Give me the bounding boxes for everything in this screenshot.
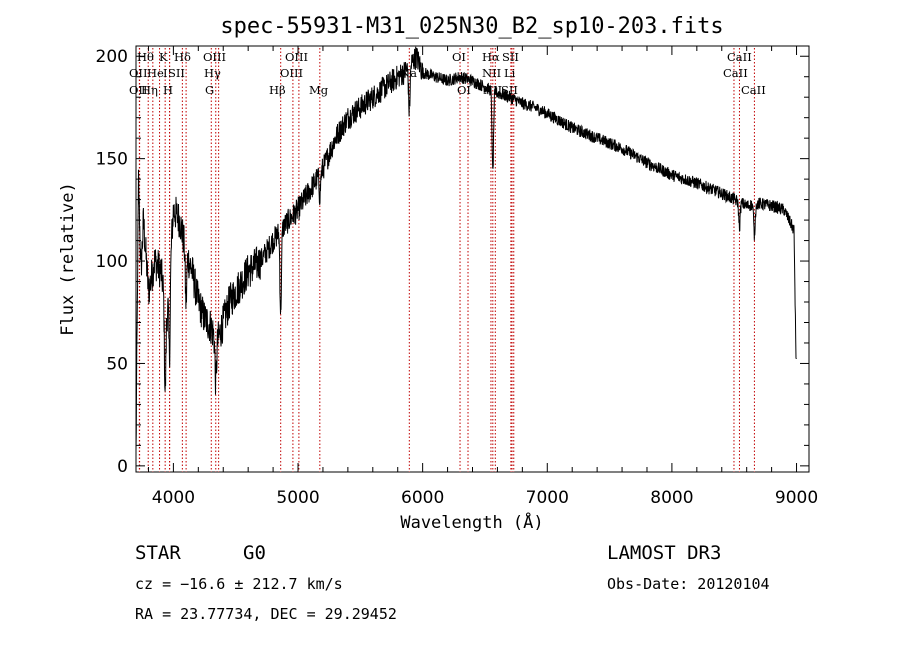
- y-tick-label: 0: [117, 457, 128, 477]
- x-tick-label: 7000: [526, 488, 569, 508]
- y-tick-label: 200: [96, 47, 128, 67]
- label-hgamma: Hγ: [204, 66, 221, 80]
- y-tick-label: 100: [96, 252, 128, 272]
- label-oiii-1: OIII: [203, 50, 226, 64]
- y-tick-label: 150: [96, 150, 128, 170]
- obs-date: Obs-Date: 20120104: [607, 575, 770, 593]
- x-axis-label: Wavelength (Å): [400, 511, 543, 533]
- label-mg: Mg: [309, 83, 329, 97]
- x-tick-label: 9000: [775, 488, 818, 508]
- label-na: Na: [400, 66, 417, 80]
- label-halpha: Hα: [482, 50, 500, 64]
- label-li: Li: [504, 66, 516, 80]
- y-tick-label: 50: [106, 354, 128, 374]
- y-axis-label: Flux (relative): [58, 182, 78, 336]
- spectrum-line: [135, 46, 797, 450]
- label-oi-1: OI: [452, 50, 466, 64]
- label-h: H: [163, 83, 173, 97]
- chart-title: spec-55931-M31_025N30_B2_sp10-203.fits: [220, 14, 723, 39]
- x-tick-label: 8000: [650, 488, 693, 508]
- label-g: G: [205, 83, 214, 97]
- label-oiii-3: OIII: [280, 66, 303, 80]
- label-caii-3: CaII: [741, 83, 766, 97]
- label-nii-2: NII: [483, 83, 502, 97]
- label-oii-2: OII: [129, 83, 148, 97]
- label-sii-1: SII: [502, 50, 519, 64]
- label-sii-2: SII: [168, 66, 185, 80]
- redshift-text: cz = −16.6 ± 212.7 km/s: [135, 575, 343, 593]
- coordinates: RA = 23.77734, DEC = 29.29452: [135, 605, 397, 623]
- object-class: STAR: [135, 542, 181, 564]
- x-tick-label: 5000: [276, 488, 319, 508]
- label-he: He: [147, 66, 164, 80]
- label-heta: Hη: [141, 83, 158, 97]
- line-labels: Hθ K Hδ OIII OIII OI Hα SII CaII OII He …: [129, 50, 766, 97]
- label-htheta: Hθ: [137, 50, 154, 64]
- label-hbeta: Hβ: [269, 83, 286, 97]
- x-tick-label: 6000: [401, 488, 444, 508]
- axis-ticks: 4000 5000 6000 7000 8000 9000 0 50 100 150 200: [96, 46, 818, 508]
- label-nii-1: NII: [482, 66, 501, 80]
- label-caii-1: CaII: [727, 50, 752, 64]
- spectral-subclass: G0: [243, 542, 266, 564]
- x-tick-label: 4000: [152, 488, 195, 508]
- label-hdelta: Hδ: [174, 50, 191, 64]
- line-markers: [138, 48, 755, 472]
- label-oiii-2: OIII: [285, 50, 308, 64]
- label-oii-1: OII: [129, 66, 148, 80]
- label-oi-2: OI: [457, 83, 471, 97]
- label-caii-2: CaII: [723, 66, 748, 80]
- survey-name: LAMOST DR3: [607, 542, 721, 564]
- plot-frame: [135, 45, 810, 473]
- label-k: K: [159, 50, 168, 64]
- label-sii-3: SII: [501, 83, 518, 97]
- label-i: I: [163, 66, 168, 80]
